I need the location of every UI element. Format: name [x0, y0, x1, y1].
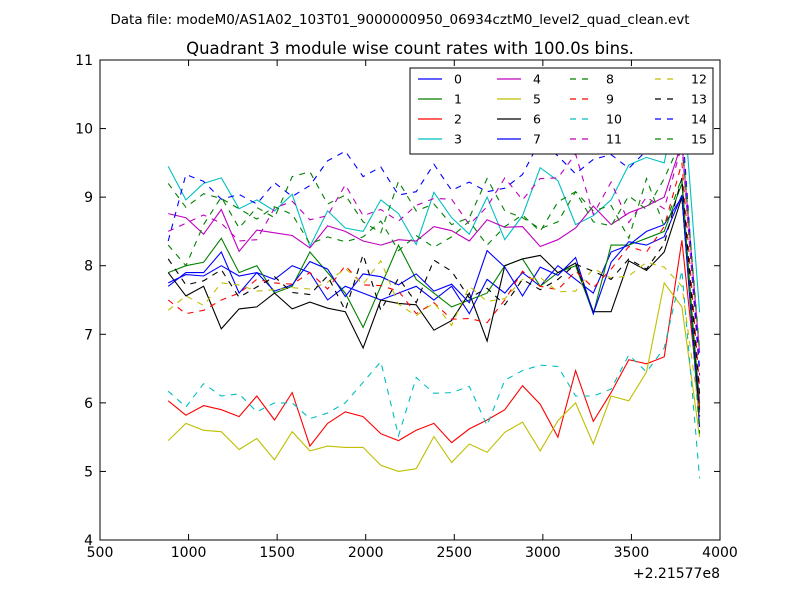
legend-label-10: 10: [606, 112, 622, 127]
x-tick-label: 2500: [436, 545, 472, 561]
y-tick-label: 11: [75, 53, 93, 69]
x-axis: 500 1000 1500 2000 2500 3000 3500 4000: [87, 60, 738, 561]
series-line-10: [167, 270, 701, 479]
chart-suptitle: Data file: modeM0/AS1A02_103T01_90000009…: [110, 12, 689, 28]
series-line-9: [167, 162, 701, 388]
series-line-14: [167, 118, 701, 370]
legend-label-3: 3: [454, 132, 462, 147]
y-tick-label: 8: [84, 259, 93, 275]
x-tick-label: 500: [87, 545, 114, 561]
series-line-1: [168, 183, 701, 410]
legend-label-2: 2: [454, 112, 462, 127]
legend-label-7: 7: [533, 132, 541, 147]
x-tick-label: 3000: [525, 545, 561, 561]
y-tick-label: 9: [84, 190, 93, 206]
legend-label-15: 15: [691, 132, 707, 147]
series-line-4: [168, 142, 701, 353]
legend-label-0: 0: [454, 72, 462, 87]
series-line-15: [167, 138, 701, 350]
legend-label-11: 11: [606, 132, 622, 147]
x-tick-label: 4000: [702, 545, 738, 561]
axes-frame: [99, 59, 721, 541]
series-line-11: [167, 144, 701, 376]
x-tick-label: 2000: [348, 545, 384, 561]
legend-label-6: 6: [533, 112, 541, 127]
series-line-2: [167, 240, 701, 448]
legend-box: [409, 67, 714, 155]
y-tick-label: 5: [84, 464, 93, 480]
x-tick-label: 1000: [171, 545, 207, 561]
chart-title: Quadrant 3 module wise count rates with …: [186, 39, 634, 58]
legend-label-4: 4: [533, 72, 541, 87]
x-axis-offset-label: +2.21577e8: [633, 566, 720, 582]
legend-label-12: 12: [691, 72, 707, 87]
legend-label-14: 14: [691, 112, 707, 127]
legend-label-9: 9: [606, 92, 614, 107]
series-line-6: [167, 196, 701, 417]
series-line-13: [167, 177, 701, 395]
series-line-12: [167, 259, 701, 416]
y-tick-label: 4: [84, 533, 93, 549]
series-line-3: [167, 76, 701, 313]
legend-label-8: 8: [606, 72, 614, 87]
y-tick-label: 7: [84, 327, 93, 343]
y-tick-label: 6: [84, 396, 93, 412]
series-line-7: [167, 194, 701, 427]
legend-label-5: 5: [533, 92, 541, 107]
legend-label-1: 1: [454, 92, 462, 107]
series-line-8: [167, 171, 701, 434]
series-line-0: [167, 195, 701, 403]
series-lines: [167, 76, 701, 479]
series-line-5: [167, 281, 701, 472]
x-tick-label: 3500: [614, 545, 650, 561]
legend-label-13: 13: [691, 92, 707, 107]
x-tick-label: 1500: [259, 545, 295, 561]
y-tick-label: 10: [75, 122, 93, 138]
